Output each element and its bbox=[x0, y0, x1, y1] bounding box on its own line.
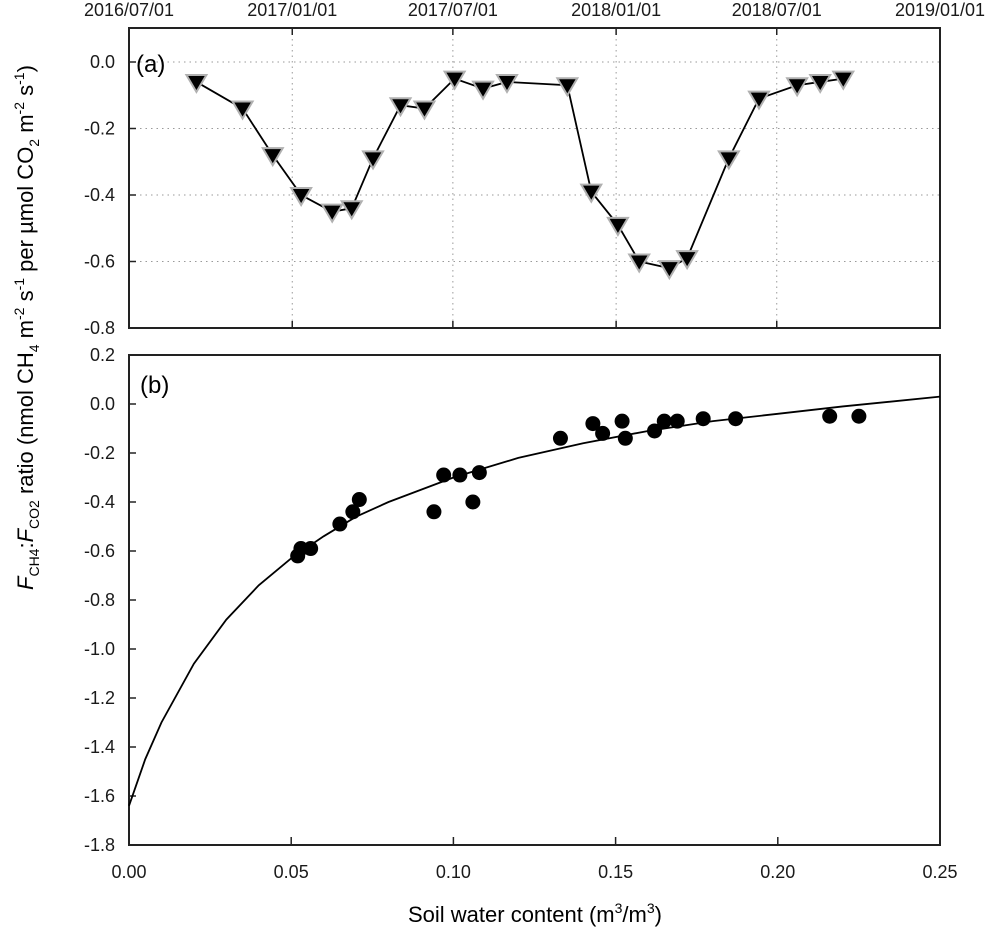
y-tick-label: -0.2 bbox=[84, 119, 115, 139]
triangle-down-marker bbox=[657, 260, 682, 281]
panel-b: 0.2 0.0 -0.2 -0.4 -0.6 -0.8 -1.0 -1.2 -1.4 -1.6 -1… bbox=[84, 345, 958, 882]
scatter-point bbox=[614, 413, 630, 429]
top-date-tick-label: 2017/01/01 bbox=[247, 0, 337, 20]
triangle-down-marker bbox=[675, 250, 699, 271]
triangle-down-marker bbox=[627, 253, 651, 274]
top-date-tick-label: 2017/07/01 bbox=[408, 0, 498, 20]
triangle-down-marker bbox=[361, 150, 385, 171]
y-tick-label: -0.4 bbox=[84, 492, 115, 512]
triangle-down-marker bbox=[717, 150, 741, 171]
y-tick-label: -0.4 bbox=[84, 185, 115, 205]
x-axis-title: Soil water content (m3/m3) bbox=[408, 900, 662, 927]
triangle-down-marker bbox=[442, 70, 467, 91]
panel-b-label: (b) bbox=[140, 372, 169, 399]
triangle-down-marker bbox=[388, 97, 413, 118]
scatter-point bbox=[585, 416, 601, 432]
triangle-down-marker bbox=[606, 216, 630, 237]
scatter-point bbox=[695, 411, 711, 427]
panel-a-label: (a) bbox=[136, 51, 165, 78]
x-tick-label: 0.15 bbox=[598, 862, 633, 882]
y-tick-label: -0.6 bbox=[84, 541, 115, 561]
y-tick-label: -0.2 bbox=[84, 443, 115, 463]
triangle-down-marker bbox=[320, 203, 344, 224]
top-date-tick-label: 2018/01/01 bbox=[571, 0, 661, 20]
series-line bbox=[195, 77, 844, 270]
y-tick-label: -0.8 bbox=[84, 318, 115, 338]
scatter-point bbox=[465, 494, 481, 510]
x-tick-label: 0.20 bbox=[760, 862, 795, 882]
fit-curve bbox=[128, 395, 941, 807]
y-tick-label: -1.8 bbox=[84, 835, 115, 855]
y-tick-label: -1.6 bbox=[84, 786, 115, 806]
triangle-down-marker bbox=[831, 70, 856, 91]
triangle-down-marker bbox=[579, 183, 604, 204]
panel-b-frame bbox=[128, 354, 941, 846]
scatter-point bbox=[436, 467, 452, 483]
scatter-point bbox=[617, 430, 633, 446]
y-tick-label: 0.0 bbox=[90, 52, 115, 72]
scatter-point bbox=[552, 430, 568, 446]
x-tick-label: 0.00 bbox=[111, 862, 146, 882]
triangle-down-marker bbox=[808, 73, 832, 94]
triangle-down-marker bbox=[289, 187, 313, 207]
scatter-point bbox=[345, 504, 361, 520]
triangle-down-marker bbox=[747, 90, 771, 111]
scatter-point bbox=[728, 411, 744, 427]
triangle-down-marker bbox=[555, 77, 580, 98]
x-tick-label: 0.25 bbox=[922, 862, 957, 882]
triangle-down-marker bbox=[785, 77, 809, 98]
scatter-point bbox=[595, 425, 611, 441]
scatter-point bbox=[426, 504, 442, 520]
y-tick-label: -1.4 bbox=[84, 737, 115, 757]
top-date-tick-label: 2016/07/01 bbox=[84, 0, 174, 20]
scatter-point bbox=[452, 467, 468, 483]
scatter-point bbox=[332, 516, 348, 532]
triangle-down-marker bbox=[495, 73, 519, 94]
panel-a-frame bbox=[128, 27, 941, 329]
scatter-point bbox=[303, 541, 319, 557]
x-tick-label: 0.05 bbox=[274, 862, 309, 882]
triangle-down-marker bbox=[339, 200, 364, 221]
y-axis-title: FCH4:FCO2 ratio (nmol CH4 m-2 s-1 per µm… bbox=[11, 65, 42, 590]
panel-a: 2016/07/01 2017/01/01 2017/07/01 2018/01/01… bbox=[84, 0, 985, 338]
y-tick-label: 0.2 bbox=[90, 345, 115, 365]
scatter-point bbox=[351, 492, 367, 508]
top-date-tick-label: 2019/01/01 bbox=[895, 0, 985, 20]
y-tick-label: -1.0 bbox=[84, 639, 115, 659]
y-tick-label: 0.0 bbox=[90, 394, 115, 414]
scatter-point bbox=[669, 413, 685, 429]
triangle-down-marker bbox=[260, 147, 285, 168]
triangle-down-marker bbox=[230, 100, 255, 121]
scatter-point bbox=[822, 408, 838, 424]
y-tick-label: -0.6 bbox=[84, 252, 115, 272]
x-tick-label: 0.10 bbox=[436, 862, 471, 882]
scatter-point bbox=[471, 465, 487, 481]
triangle-down-marker bbox=[184, 73, 209, 94]
triangle-down-marker bbox=[471, 80, 495, 101]
y-tick-label: -0.8 bbox=[84, 590, 115, 610]
scatter-point bbox=[656, 413, 672, 429]
triangle-down-marker bbox=[412, 100, 437, 121]
scatter-point bbox=[647, 423, 663, 439]
scatter-point bbox=[851, 408, 867, 424]
y-tick-label: -1.2 bbox=[84, 688, 115, 708]
top-date-tick-label: 2018/07/01 bbox=[732, 0, 822, 20]
